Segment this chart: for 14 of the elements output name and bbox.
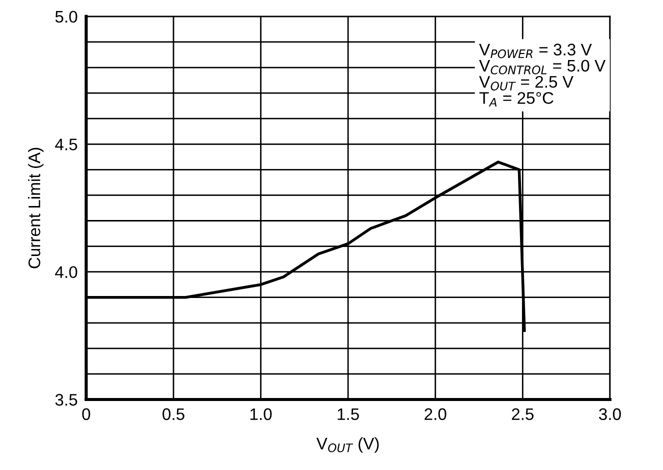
x-axis-title: V$_{OUT}$ (V) — [316, 437, 379, 453]
y-tick-label: 5.0 — [55, 10, 78, 23]
x-tick-label: 1.5 — [338, 408, 359, 420]
x-tick-label: 3.0 — [599, 408, 621, 420]
text: V$_{POWER}$ = 3.3 V V$_{CONTROL}$ = 5.0 V V$_{OUT}$ = 2.5 V T$_{A}$ = 25°C — [479, 44, 606, 106]
y-tick-label: 4.5 — [55, 138, 78, 150]
x-tick-label: 0.5 — [162, 408, 184, 420]
x-tick-label: 2.5 — [512, 408, 534, 420]
x-tick-label: 2.0 — [424, 408, 446, 420]
y-tick-label: 3.5 — [55, 394, 78, 406]
x-tick-label: 1.0 — [250, 408, 272, 420]
y-axis-title: Current Limit (A) — [28, 148, 44, 268]
y-tick-label: 4.0 — [55, 266, 78, 278]
x-tick-label: 0 — [82, 408, 90, 420]
